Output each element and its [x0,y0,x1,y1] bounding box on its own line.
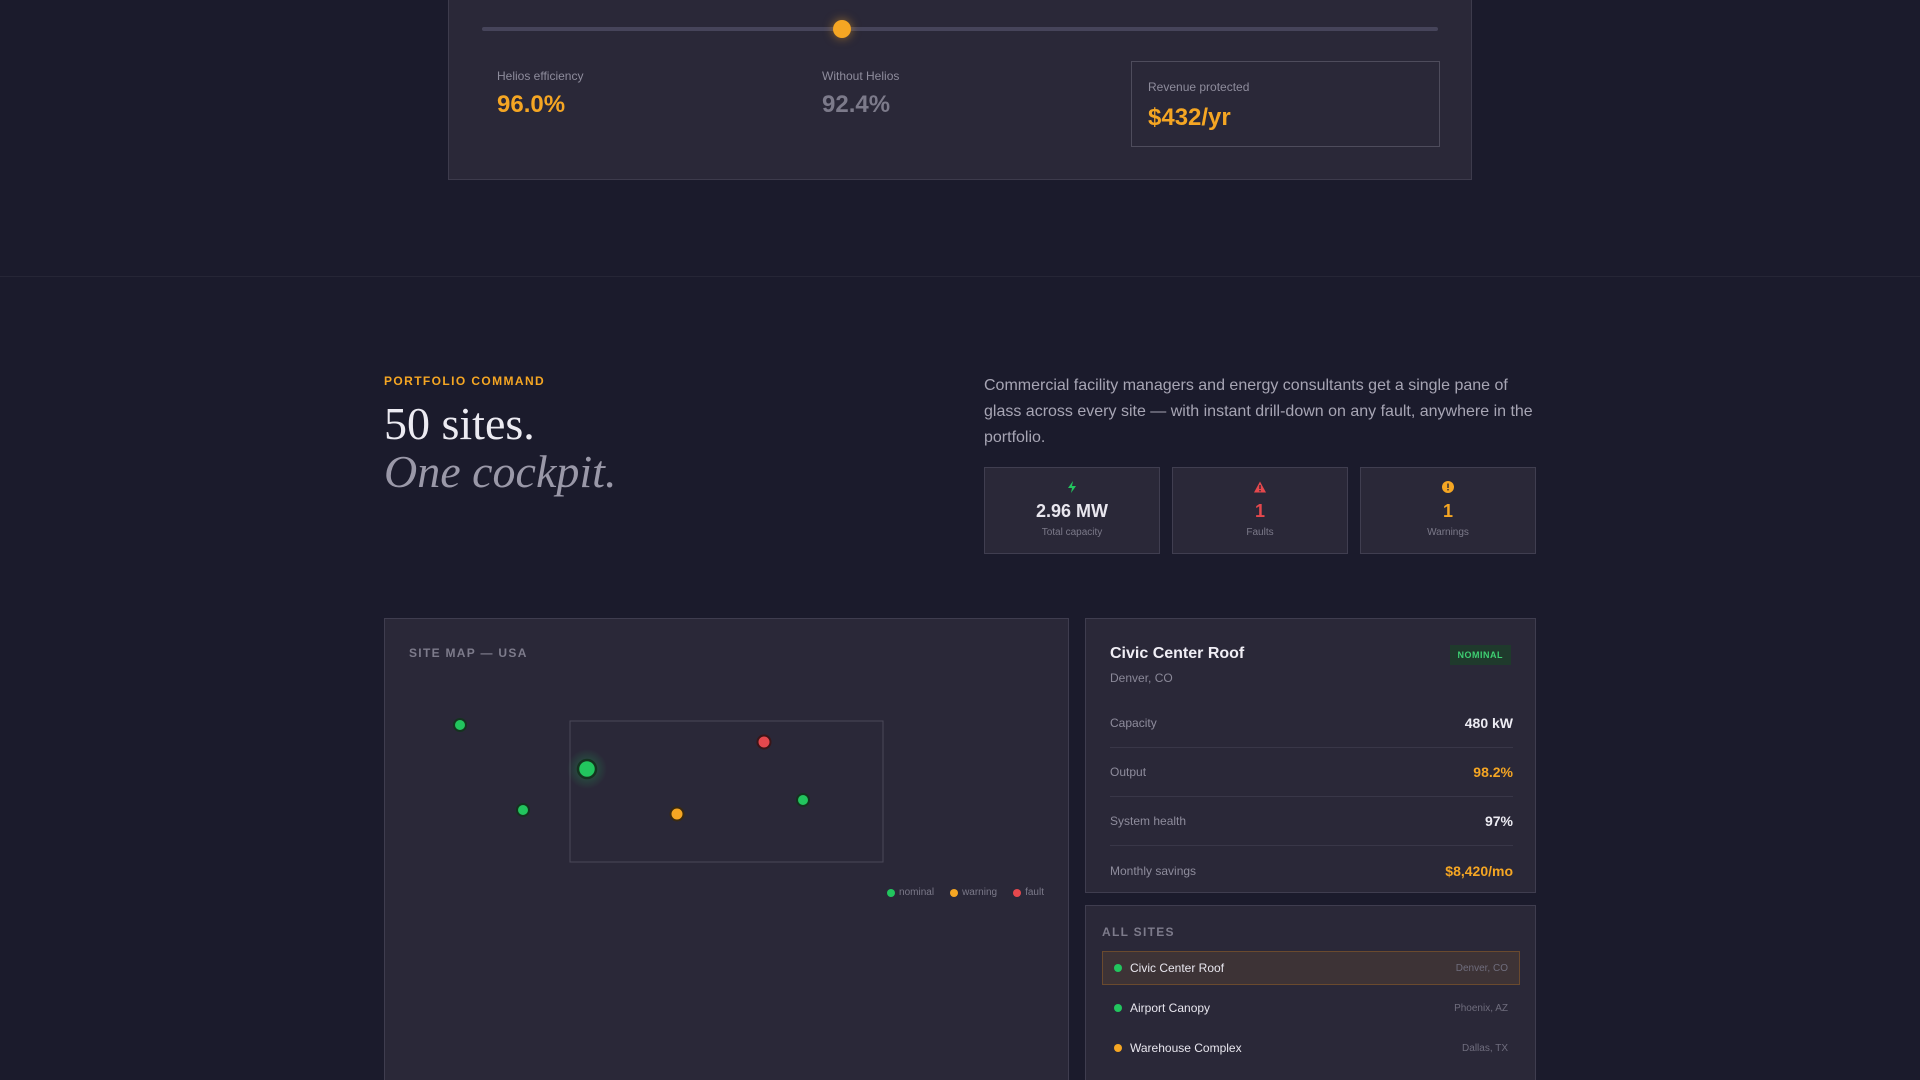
all-sites-title: ALL SITES [1102,925,1175,939]
site-detail-rows: Capacity 480 kW Output 98.2% System heal… [1110,699,1513,895]
detail-label: System health [1110,814,1187,828]
metric-label: Helios efficiency [497,69,584,83]
site-name: Civic Center Roof [1110,645,1245,662]
helios-efficiency-metric: Helios efficiency 96.0% [497,69,583,119]
site-list-item[interactable]: Civic Center Roof Denver, CO [1102,951,1520,985]
metric-value: 92.4% [822,91,891,118]
headline-line-2: One cockpit. [384,446,617,497]
map-region-outline [569,720,884,863]
status-dot [1114,1004,1122,1012]
metric-label: Without Helios [822,69,900,83]
headline-line-1: 50 sites. [384,398,535,449]
stat-card-warnings: 1 Warnings [1360,467,1536,554]
detail-row-output: Output 98.2% [1110,748,1513,797]
legend-dot [950,888,959,897]
legend-item: warning [950,887,997,898]
stat-value: 2.96 MW [1035,501,1109,521]
stat-label: Total capacity [1041,527,1103,538]
legend-item: fault [1013,887,1044,898]
bolt-icon [1068,481,1076,493]
legend-label: nominal [899,887,935,898]
stat-label: Warnings [1427,527,1469,538]
stat-card-capacity: 2.96 MW Total capacity [984,467,1160,554]
warning-triangle-icon [1254,481,1266,493]
stat-label: Faults [1246,527,1274,538]
site-map[interactable] [385,619,1070,919]
site-list-name: Warehouse Complex [1130,1041,1242,1055]
legend-dot [887,888,896,897]
metric-label: Revenue protected [1148,80,1250,94]
detail-value: 98.2% [1473,764,1513,780]
detail-row-capacity: Capacity 480 kW [1110,699,1513,748]
stat-card-faults: 1 Faults [1172,467,1348,554]
detail-value: $8,420/mo [1445,862,1513,879]
status-dot [1114,964,1122,972]
detail-label: Output [1110,765,1147,779]
detail-row-savings: Monthly savings $8,420/mo [1110,846,1513,895]
map-legend: nominal warning fault [887,887,1044,898]
revenue-protected-metric: Revenue protected $432/yr [1131,61,1440,147]
legend-label: warning [962,887,998,898]
efficiency-slider[interactable] [482,20,1438,38]
site-marker-nominal[interactable] [796,793,810,807]
intro-paragraph: Commercial facility managers and energy … [984,377,1533,446]
all-sites-panel: ALL SITES Civic Center Roof Denver, CO A… [1085,905,1536,1080]
metric-value: 96.0% [497,91,566,118]
detail-label: Monthly savings [1110,863,1197,878]
site-marker-warning[interactable] [669,806,685,822]
site-list-name: Civic Center Roof [1130,961,1225,975]
detail-label: Capacity [1110,716,1157,730]
site-list-name: Airport Canopy [1130,1001,1211,1015]
legend-dot [1013,888,1022,897]
site-list: Civic Center Roof Denver, CO Airport Can… [1102,951,1520,1071]
section-eyebrow: PORTFOLIO COMMAND [384,374,546,388]
alert-circle-icon [1442,481,1454,493]
site-detail-panel: Civic Center Roof Denver, CO NOMINAL Cap… [1085,618,1536,893]
site-marker-nominal[interactable] [516,803,530,817]
site-map-panel: SITE MAP — USA nominal warning fault [384,618,1069,1080]
detail-value: 97% [1484,813,1513,829]
savings-calculator-card: Helios efficiency 96.0% Without Helios 9… [448,0,1472,180]
page-title: 50 sites. One cockpit. [384,400,616,496]
without-helios-metric: Without Helios 92.4% [822,69,899,119]
site-list-item[interactable]: Airport Canopy Phoenix, AZ [1102,991,1520,1025]
site-list-location: Dallas, TX [1462,1042,1508,1054]
site-marker-nominal[interactable] [453,718,467,732]
site-marker-fault[interactable] [756,734,772,750]
site-marker-selected[interactable] [576,758,598,780]
status-dot [1114,1044,1122,1052]
legend-label: fault [1025,887,1044,898]
detail-value: 480 kW [1464,715,1513,731]
status-badge: NOMINAL [1449,645,1511,665]
site-list-location: Denver, CO [1455,962,1508,974]
site-list-location: Phoenix, AZ [1454,1002,1508,1014]
detail-row-health: System health 97% [1110,797,1513,846]
section-divider [0,276,1920,277]
map-title: SITE MAP — USA [409,646,528,660]
metric-value: $432/yr [1148,104,1231,131]
site-list-item[interactable]: Warehouse Complex Dallas, TX [1102,1031,1520,1065]
legend-item: nominal [887,887,934,898]
slider-thumb[interactable] [833,20,852,38]
stat-value: 1 [1442,501,1453,521]
stat-value: 1 [1254,501,1265,521]
site-location: Denver, CO [1110,671,1173,685]
